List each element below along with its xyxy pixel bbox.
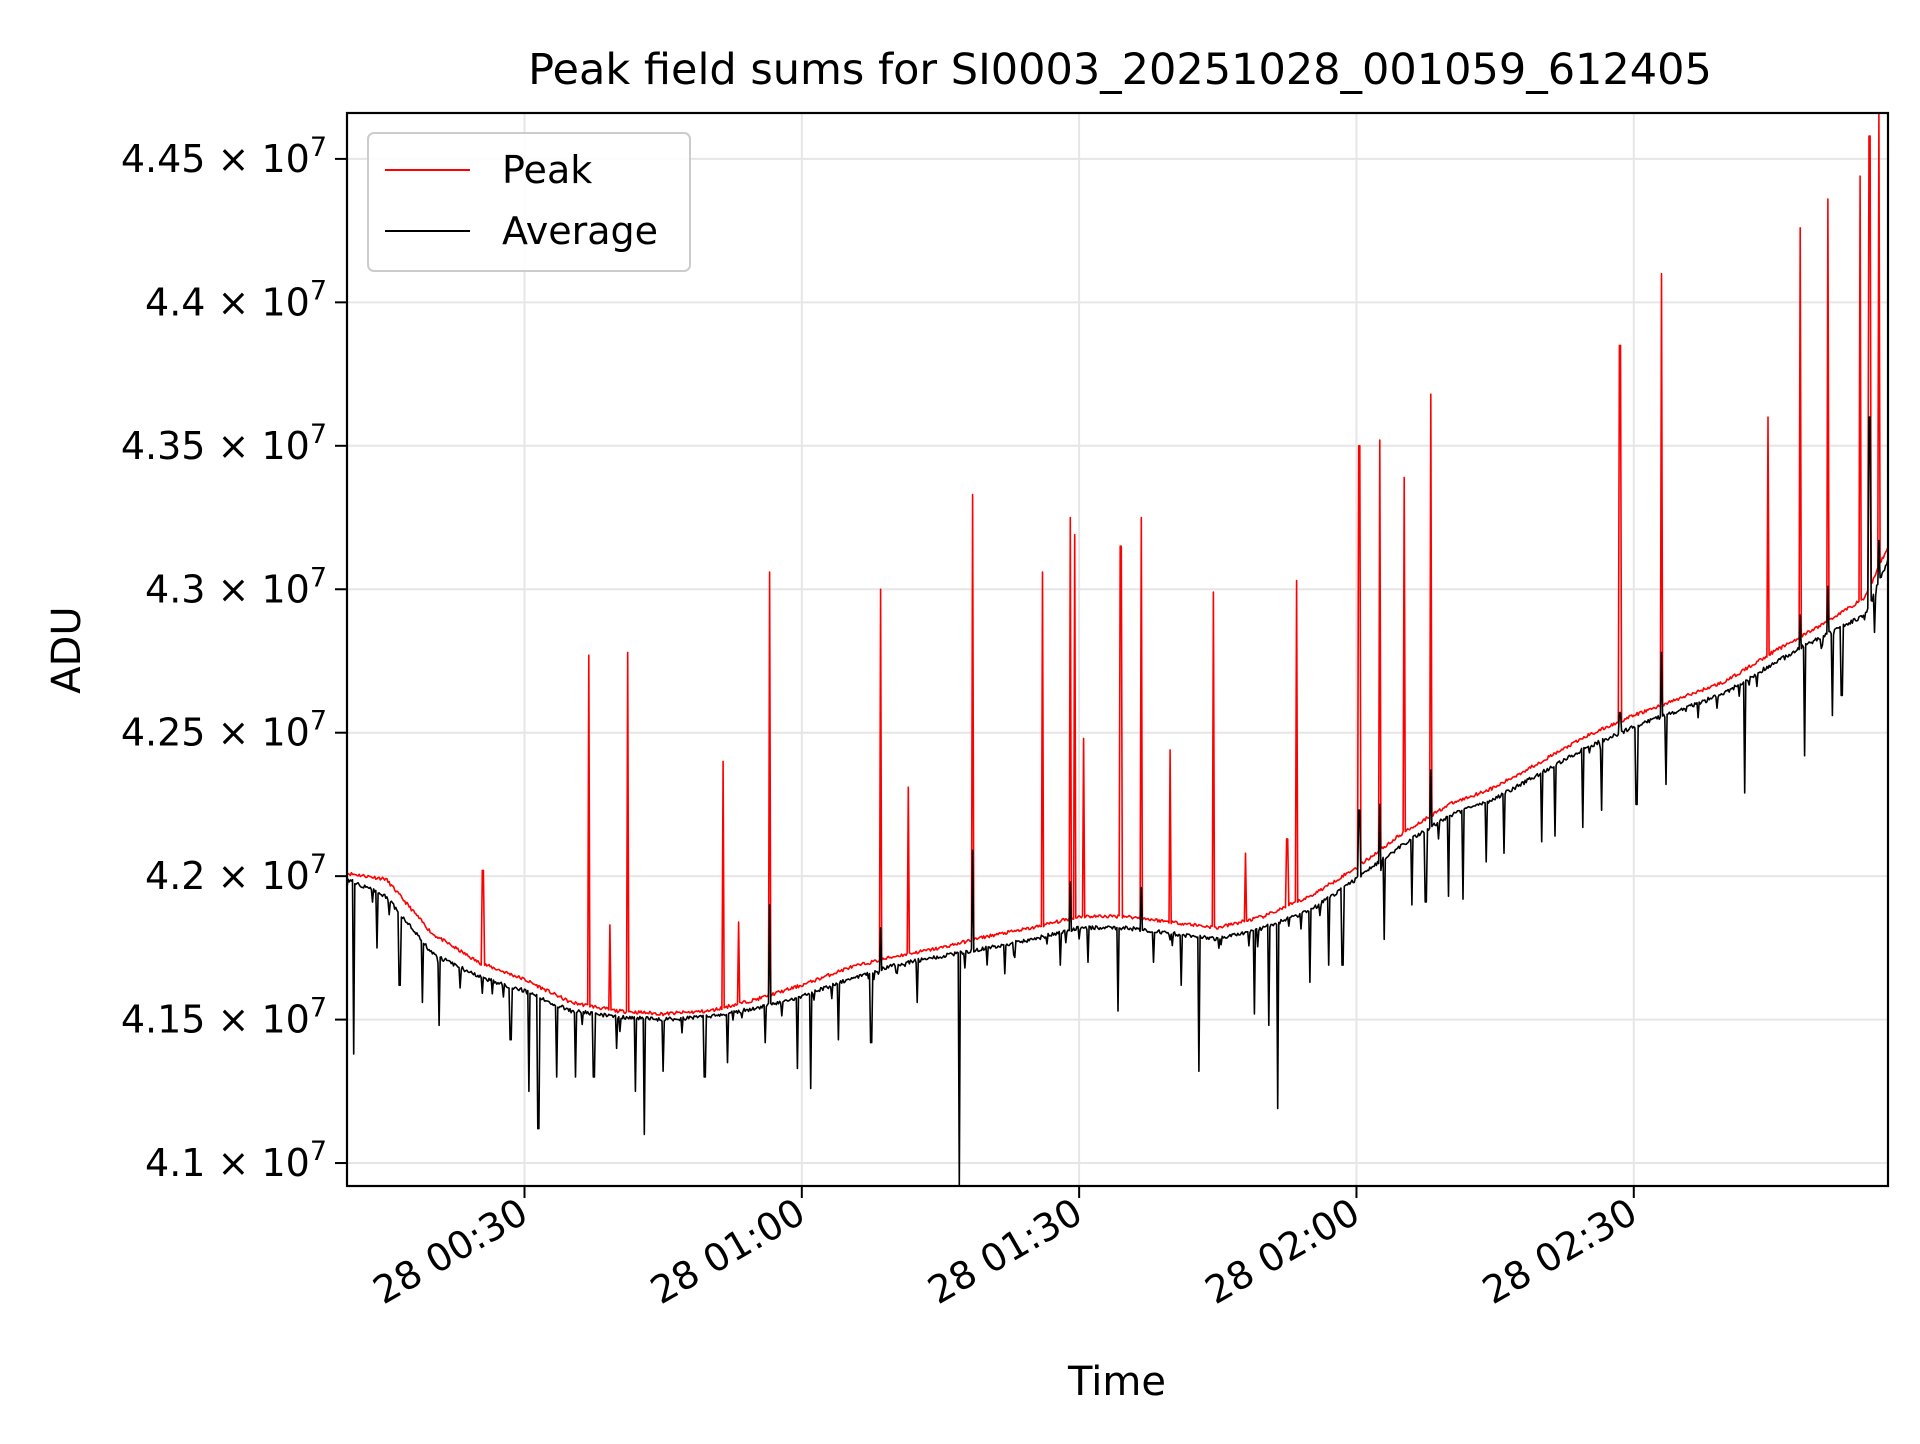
y-axis-label: ADU <box>44 606 90 693</box>
legend-box <box>367 132 691 272</box>
legend-label-peak: Peak <box>502 148 592 192</box>
plot-frame <box>345 111 1890 1188</box>
series-line-peak <box>347 113 1888 1017</box>
legend-label-average: Average <box>502 209 658 253</box>
y-tick-label: 4.3 × 107 <box>145 562 327 611</box>
legend: Peak Average <box>367 132 691 272</box>
y-tick-label: 4.35 × 107 <box>121 419 327 468</box>
grid-lines <box>347 113 1888 1186</box>
y-tick-label: 4.1 × 107 <box>145 1136 327 1185</box>
chart-title: Peak field sums for SI0003_20251028_0010… <box>528 45 1712 95</box>
series-line-average <box>347 416 1888 1186</box>
y-tick-label: 4.15 × 107 <box>121 993 327 1042</box>
y-tick-label: 4.4 × 107 <box>145 275 327 324</box>
y-tick-label: 4.45 × 107 <box>121 132 327 181</box>
y-tick-label: 4.25 × 107 <box>121 706 327 755</box>
plot-series-layer <box>347 113 1888 1186</box>
x-axis-label: Time <box>1067 1359 1166 1405</box>
y-tick-label: 4.2 × 107 <box>145 849 327 898</box>
y-axis-ticks: 4.1 × 107 4.15 × 107 4.2 × 107 4.25 × 107 4.… <box>121 132 347 1185</box>
